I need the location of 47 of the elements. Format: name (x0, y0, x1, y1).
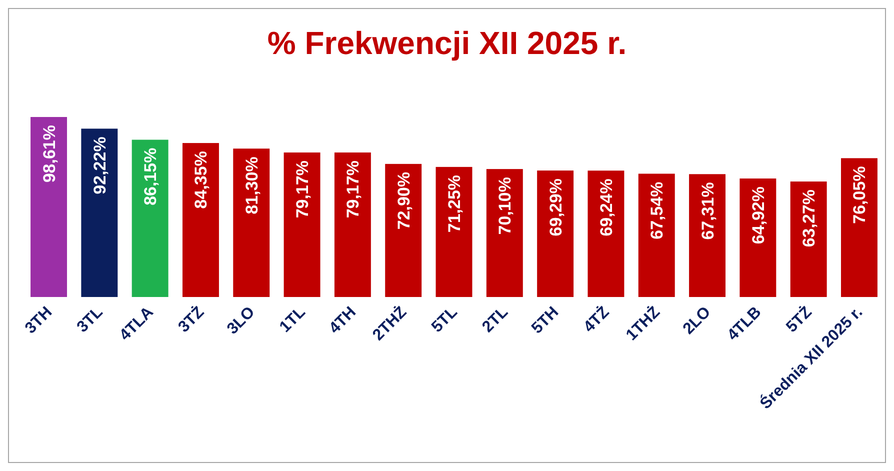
bar (182, 143, 219, 297)
bar (740, 178, 776, 297)
data-label: 67,54% (648, 182, 667, 240)
data-label: 72,90% (394, 172, 414, 230)
x-tick-label: 3TH (22, 304, 56, 338)
bar (790, 182, 827, 297)
x-tick-label: 3LO (224, 304, 258, 338)
bar (638, 174, 675, 297)
bar (537, 170, 574, 297)
x-tick-label: 5TL (428, 304, 461, 336)
x-tick-label: 3TL (74, 304, 106, 336)
x-tick-label: 2LO (680, 304, 714, 338)
chart-title: % Frekwencji XII 2025 r. (267, 25, 627, 61)
bar (486, 169, 523, 297)
x-tick-label: 4TH (326, 304, 360, 338)
bar (840, 158, 878, 297)
x-tick-label: 3TŻ (174, 302, 208, 336)
bar (334, 152, 371, 297)
data-label: 98,61% (40, 125, 59, 183)
data-label: 64,92% (748, 186, 768, 244)
bar (436, 166, 472, 297)
bar (81, 128, 118, 297)
data-label: 67,31% (698, 182, 718, 240)
x-tick-label: 4TŻ (580, 302, 613, 336)
bar (132, 140, 168, 297)
x-tick-label: 2TL (479, 304, 512, 336)
data-label: 70,10% (496, 177, 515, 235)
bar (30, 117, 68, 297)
data-label: 79,17% (344, 160, 363, 218)
data-label: 69,29% (546, 178, 566, 236)
x-tick-label: 5TH (528, 304, 562, 338)
x-tick-label: 1TL (276, 304, 310, 336)
x-tick-label: 5TŻ (782, 302, 816, 336)
bar (588, 170, 624, 297)
data-label: 84,35% (192, 151, 211, 209)
data-label: 81,30% (242, 156, 262, 214)
bar (385, 164, 422, 297)
data-label: 69,24% (596, 178, 616, 236)
bar (689, 174, 726, 297)
data-label: 86,15% (141, 148, 160, 206)
data-label: 92,22% (90, 136, 110, 194)
bar (284, 152, 320, 297)
bar (233, 148, 270, 297)
data-label: 63,27% (800, 190, 819, 248)
data-label: 79,17% (293, 160, 312, 218)
data-label: 71,25% (445, 174, 464, 233)
data-label: 76,05% (850, 166, 870, 224)
